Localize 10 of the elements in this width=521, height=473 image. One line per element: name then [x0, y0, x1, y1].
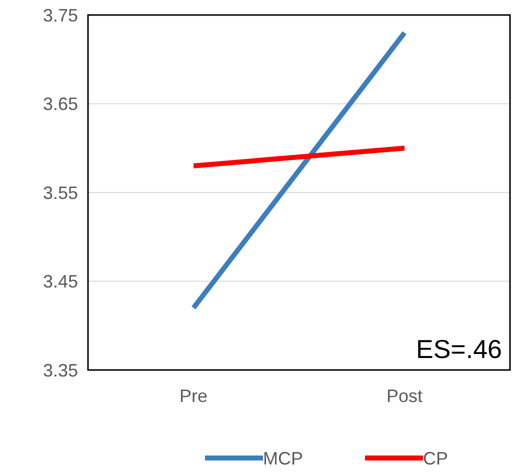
legend-label: MCP: [263, 448, 303, 468]
x-tick-label: Pre: [179, 386, 208, 406]
x-tick-label: Post: [386, 386, 423, 406]
legend-label: CP: [423, 448, 448, 468]
annotation: ES=.46: [416, 334, 502, 364]
y-tick-label: 3.55: [42, 182, 78, 203]
y-tick-label: 3.65: [42, 94, 78, 114]
y-tick-label: 3.45: [42, 272, 78, 292]
y-tick-label: 3.35: [42, 360, 78, 380]
y-tick-label: 3.75: [42, 5, 78, 26]
